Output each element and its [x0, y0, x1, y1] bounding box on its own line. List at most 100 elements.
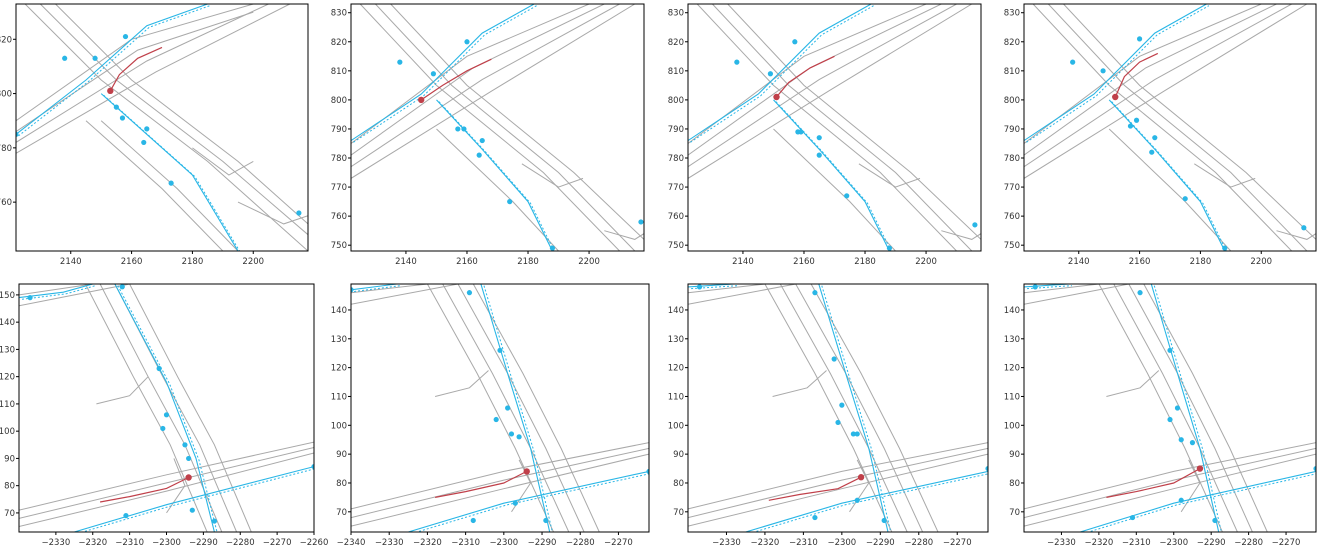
y-tick-label: 760 — [0, 198, 12, 208]
road-boundary — [1024, 453, 1316, 527]
x-tick-label: −2300 — [489, 538, 518, 545]
agent-point — [1152, 135, 1158, 141]
lane-trajectory — [821, 285, 892, 532]
agent-point — [119, 284, 125, 290]
y-tick-label: 100 — [1004, 421, 1020, 431]
agent-point — [512, 500, 518, 506]
x-tick-label: 2140 — [1068, 257, 1090, 267]
road-boundary — [19, 447, 314, 519]
lane-centerline — [351, 284, 397, 291]
road-boundary — [434, 370, 489, 397]
scene-plot-7: −2330 −2320 −2310 −2300 −2290 −2280 −2270 70 80 9… — [668, 283, 989, 545]
scene-panel-1: 2140 2160 2180 2200 760 780 800 820 — [0, 0, 322, 270]
y-tick-label: 790 — [331, 125, 347, 135]
y-tick-label: 70 — [336, 508, 347, 518]
road-boundary — [604, 230, 644, 240]
ego-vehicle-point — [523, 468, 530, 475]
y-tick-label: 100 — [331, 421, 347, 431]
y-tick-label: 110 — [1004, 392, 1020, 402]
plot-area — [688, 284, 988, 532]
lane-centerline — [1024, 4, 1207, 142]
y-tick-label: 800 — [1004, 96, 1020, 106]
agent-point — [92, 55, 98, 61]
ego-vehicle-point — [417, 96, 425, 104]
road-boundary — [351, 442, 649, 510]
road-boundary — [351, 4, 636, 179]
x-tick-label: 2140 — [395, 257, 417, 267]
road-boundary — [511, 459, 532, 513]
scene-panel-7: −2330 −2320 −2310 −2300 −2290 −2280 −2270 70 80 9… — [668, 280, 994, 545]
road-boundary — [85, 120, 224, 251]
road-boundary — [351, 284, 428, 294]
scene-panel-4: 2140 2160 2180 2200 750 760 770 780 790 800 810 820… — [1004, 0, 1325, 270]
x-tick-label: −2310 — [115, 538, 144, 545]
road-boundary — [442, 284, 570, 532]
agent-point — [798, 129, 804, 135]
agent-point — [1222, 245, 1228, 251]
agent-point — [972, 222, 978, 228]
plot-area — [1024, 4, 1316, 251]
y-tick-label: 800 — [331, 96, 347, 106]
ego-vehicle-point — [185, 474, 192, 481]
y-tick-label: 140 — [331, 306, 347, 316]
agent-point — [767, 71, 774, 77]
y-tick-label: 760 — [668, 212, 684, 222]
road-boundary — [1024, 442, 1316, 510]
road-boundary — [941, 230, 981, 240]
road-boundary — [1024, 447, 1316, 519]
road-boundary — [773, 128, 896, 251]
y-tick-label: 80 — [673, 479, 684, 489]
y-tick-label: 130 — [0, 345, 15, 355]
x-tick-label: −2270 — [604, 538, 633, 545]
road-boundary — [19, 284, 93, 296]
agent-point — [816, 135, 822, 141]
road-boundary — [114, 284, 238, 532]
y-tick-label: 110 — [0, 400, 15, 410]
x-tick-label: −2330 — [1047, 538, 1076, 545]
agent-point — [1178, 497, 1184, 503]
agent-point — [62, 55, 68, 61]
agent-point — [1212, 517, 1218, 524]
agent-point — [397, 59, 403, 65]
road-boundary — [1024, 4, 1277, 156]
road-boundary — [16, 4, 269, 143]
scene-panel-5: −2330 −2320 −2310 −2300 −2290 −2280 −2270 −2260… — [0, 280, 328, 545]
y-tick-label: 100 — [668, 421, 684, 431]
x-tick-label: 2200 — [1250, 257, 1272, 267]
road-boundary — [100, 120, 239, 251]
y-tick-label: 140 — [1004, 306, 1020, 316]
agent-point — [27, 295, 33, 301]
y-tick-label: 70 — [4, 509, 15, 519]
agent-point — [792, 39, 798, 45]
agent-point — [812, 290, 818, 296]
lane-trajectory — [483, 285, 553, 532]
scene-plot-2: 2140 2160 2180 2200 750 760 770 780 790 800 810 820… — [331, 3, 645, 267]
y-tick-label: 130 — [668, 335, 684, 345]
y-tick-label: 810 — [331, 67, 347, 77]
lane-trajectory — [1026, 285, 1072, 290]
lane-centerline — [19, 284, 93, 299]
agent-point — [186, 455, 192, 462]
y-tick-label: 150 — [0, 291, 15, 301]
x-tick-label: −2310 — [1122, 538, 1151, 545]
ego-trajectory — [99, 476, 189, 503]
y-tick-label: 770 — [331, 183, 347, 193]
ego-trajectory — [1106, 468, 1201, 498]
lane-centerline — [74, 466, 314, 532]
road-boundary — [1024, 284, 1129, 305]
lane-trajectory — [775, 101, 892, 251]
ego-vehicle-point — [107, 87, 114, 95]
agent-point — [1100, 68, 1106, 74]
y-tick-label: 790 — [668, 125, 684, 135]
road-boundary — [688, 4, 927, 144]
road-boundary — [19, 452, 314, 527]
lane-trajectory — [1086, 473, 1316, 532]
y-tick-label: 750 — [668, 241, 684, 251]
x-tick-label: −2300 — [827, 538, 856, 545]
road-boundary — [24, 4, 308, 251]
x-tick-label: −2300 — [1159, 538, 1188, 545]
agent-point — [516, 434, 522, 440]
scene-panel-2: 2140 2160 2180 2200 750 760 770 780 790 800 810 820… — [331, 0, 657, 270]
x-tick-label: −2280 — [1234, 538, 1263, 545]
agent-point — [141, 139, 147, 146]
